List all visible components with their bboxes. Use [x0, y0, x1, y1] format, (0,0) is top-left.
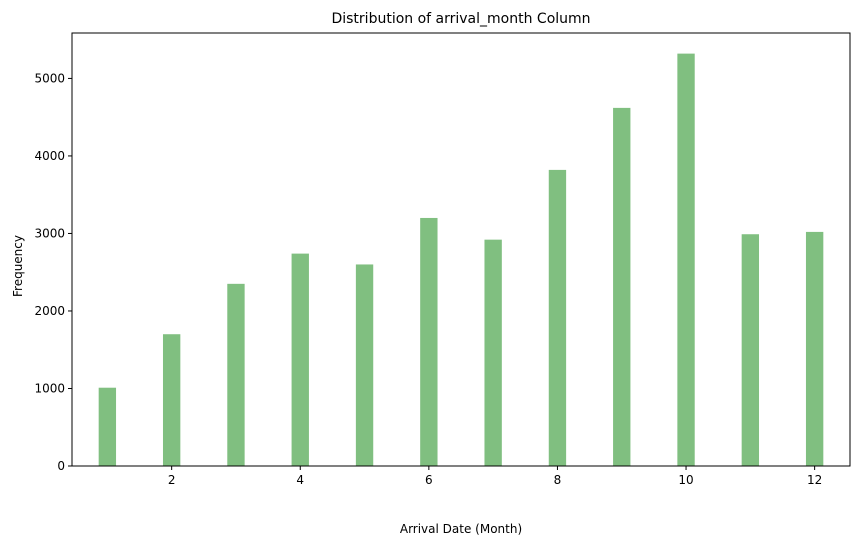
y-axis: 0 1000 2000 3000 4000 5000: [34, 71, 72, 473]
bar-month-5: [355, 264, 374, 466]
y-tick-label: 1000: [34, 381, 65, 395]
bar-month-10: [677, 53, 695, 466]
chart-title: Distribution of arrival_month Column: [331, 11, 590, 27]
bar-month-11: [741, 234, 760, 466]
x-tick-label: 4: [296, 473, 304, 487]
plot-frame: [71, 32, 851, 467]
y-tick-label: 3000: [34, 226, 65, 240]
x-tick-label: 8: [554, 473, 562, 487]
x-tick-label: 10: [678, 473, 693, 487]
x-tick-label: 6: [425, 473, 433, 487]
bar-month-9: [613, 107, 631, 466]
bars-group: [98, 53, 824, 466]
bar-month-12: [805, 231, 824, 466]
x-tick-label: 12: [807, 473, 822, 487]
bar-month-4: [291, 253, 309, 466]
bar-month-1: [98, 387, 117, 466]
y-tick-label: 2000: [34, 304, 65, 318]
bar-month-7: [484, 239, 502, 466]
y-tick-label: 0: [57, 459, 65, 473]
y-tick-label: 5000: [34, 71, 65, 85]
bar-month-2: [162, 334, 181, 466]
x-axis-label: Arrival Date (Month): [400, 522, 522, 536]
bar-month-8: [548, 169, 567, 466]
bar-month-3: [227, 283, 245, 466]
bar-month-6: [420, 217, 438, 466]
x-tick-label: 2: [168, 473, 176, 487]
y-tick-label: 4000: [34, 149, 65, 163]
y-axis-label: Frequency: [11, 235, 25, 297]
x-axis: 2 4 6 8 10 12: [168, 466, 822, 487]
